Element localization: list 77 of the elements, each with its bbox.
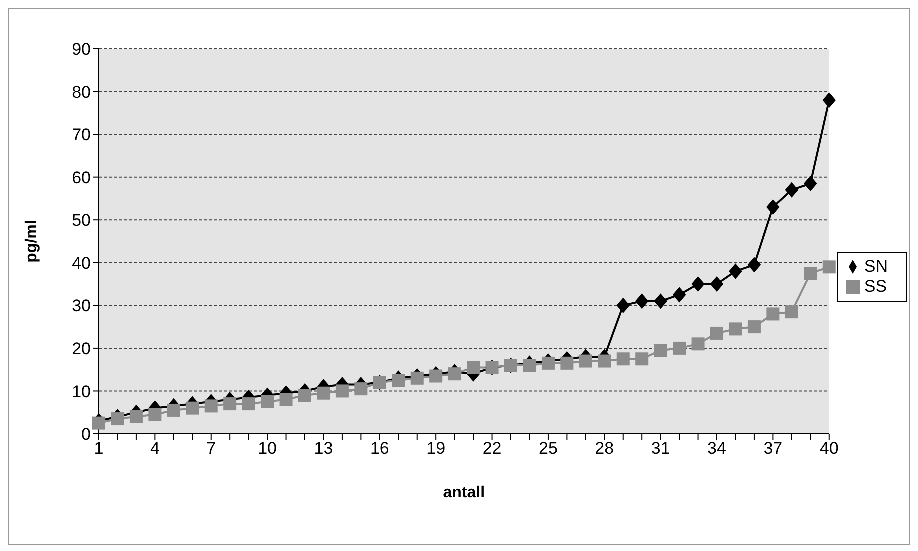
point	[692, 276, 705, 292]
point	[748, 258, 761, 273]
point	[654, 294, 668, 309]
point	[766, 200, 780, 215]
point	[748, 320, 761, 334]
y-tick-label: 80	[72, 82, 91, 102]
y-tick-label: 70	[72, 126, 91, 145]
x-tick-label: 37	[764, 439, 783, 458]
point	[298, 389, 312, 402]
x-tick-label: 4	[150, 439, 160, 458]
point	[467, 361, 480, 374]
point	[785, 306, 798, 319]
point	[430, 370, 443, 383]
point	[692, 338, 705, 351]
point	[616, 298, 630, 314]
point	[448, 368, 462, 381]
point	[636, 294, 649, 309]
point	[616, 352, 630, 366]
y-tick-label: 30	[72, 296, 91, 316]
point	[673, 287, 686, 302]
point	[317, 386, 330, 400]
point	[729, 264, 742, 279]
legend-label: SN	[864, 256, 888, 276]
point	[242, 398, 256, 411]
y-axis-title: pg/ml	[24, 220, 41, 263]
point	[710, 276, 724, 292]
point	[261, 395, 274, 408]
y-tick-label: 50	[72, 211, 91, 230]
x-tick-label: 10	[258, 439, 278, 458]
point	[822, 92, 836, 108]
point	[598, 354, 612, 368]
point	[804, 176, 818, 192]
x-tick-label: 19	[426, 439, 446, 458]
point	[523, 359, 536, 372]
point	[336, 384, 349, 398]
x-tick-label: 1	[94, 439, 104, 458]
x-tick-label: 22	[482, 439, 502, 458]
y-tick-label: 20	[72, 339, 91, 358]
point	[167, 404, 180, 417]
x-tick-label: 7	[206, 439, 216, 458]
point	[130, 410, 143, 424]
x-tick-label: 25	[539, 439, 558, 458]
point	[766, 308, 780, 321]
point	[542, 356, 555, 370]
y-tick-label: 60	[72, 168, 91, 188]
point	[92, 416, 106, 430]
point	[148, 408, 162, 422]
point	[579, 354, 592, 368]
point	[785, 182, 798, 198]
point	[392, 374, 406, 388]
point	[822, 260, 836, 274]
x-tick-label: 13	[314, 439, 334, 458]
x-axis-title: antall	[443, 484, 486, 502]
y-tick-label: 10	[72, 382, 91, 402]
legend-label: SS	[864, 276, 888, 296]
point	[710, 326, 724, 340]
x-tick-label: 16	[370, 439, 390, 458]
y-tick-label: 40	[72, 254, 91, 273]
y-tick-label: 0	[82, 425, 91, 444]
point	[636, 352, 649, 366]
point	[410, 372, 424, 385]
x-tick-label: 28	[595, 439, 614, 458]
point	[186, 402, 200, 415]
point	[560, 356, 574, 370]
y-tick-label: 90	[72, 40, 91, 60]
point	[804, 267, 818, 280]
x-tick-label: 40	[820, 439, 839, 458]
point	[673, 342, 686, 355]
point	[204, 400, 218, 413]
point	[111, 412, 124, 426]
x-tick-label: 34	[708, 439, 726, 458]
point	[354, 382, 368, 396]
point	[280, 393, 293, 406]
point	[224, 398, 237, 411]
point	[654, 344, 668, 358]
point	[729, 322, 742, 336]
x-tick-label: 31	[651, 439, 670, 458]
